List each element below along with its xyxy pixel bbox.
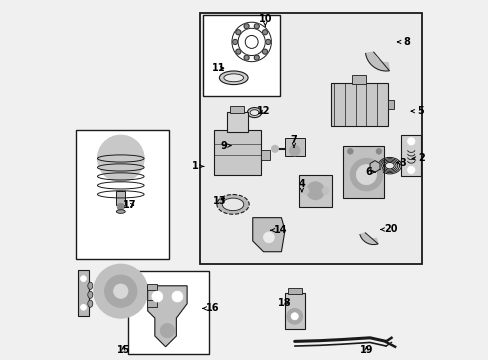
Text: 18: 18 [277,298,291,308]
Circle shape [301,187,308,194]
Circle shape [321,187,328,194]
Text: 3: 3 [396,158,406,168]
Text: 1: 1 [191,161,203,171]
Circle shape [235,49,241,54]
Circle shape [244,55,248,60]
Text: 16: 16 [202,303,219,314]
Bar [230,107,244,113]
Polygon shape [369,161,379,172]
Circle shape [113,284,128,298]
Polygon shape [365,52,388,71]
Bar [343,146,384,198]
Circle shape [104,275,137,307]
Circle shape [289,145,300,156]
Circle shape [254,55,259,60]
Circle shape [254,24,259,29]
Circle shape [356,165,376,185]
Ellipse shape [247,108,261,118]
Bar [226,112,247,132]
Text: 13: 13 [213,196,226,206]
Ellipse shape [88,291,93,298]
Circle shape [232,40,237,44]
Text: 20: 20 [380,225,397,234]
Circle shape [172,291,183,302]
Bar [146,284,157,291]
Bar [330,83,387,126]
Text: 2: 2 [411,153,425,163]
Bar [76,130,169,259]
Bar [260,149,269,160]
Circle shape [94,264,147,318]
Text: 17: 17 [123,200,136,210]
Ellipse shape [219,71,247,85]
Bar [387,100,394,109]
Bar [146,300,157,307]
Text: 6: 6 [365,167,374,177]
Text: 11: 11 [211,63,225,73]
Circle shape [349,158,382,191]
Circle shape [97,135,144,182]
Bar [128,271,208,354]
Circle shape [81,305,86,310]
Text: 4: 4 [298,179,305,192]
Bar [287,288,301,294]
Ellipse shape [249,110,259,116]
Circle shape [262,30,267,35]
Circle shape [152,291,163,302]
Bar [199,13,421,264]
Circle shape [346,148,352,154]
Polygon shape [359,233,377,244]
Circle shape [407,166,414,174]
Bar [400,135,421,176]
Text: 14: 14 [270,225,286,235]
Text: 19: 19 [359,345,372,355]
Circle shape [286,309,302,324]
Circle shape [81,276,86,282]
Text: 15: 15 [116,345,130,355]
Bar [116,191,125,205]
Circle shape [244,24,248,29]
Text: 9: 9 [220,140,230,150]
Text: 8: 8 [397,37,409,47]
Circle shape [407,138,414,145]
Circle shape [160,323,174,338]
Circle shape [290,313,298,320]
Ellipse shape [116,210,125,213]
Text: 10: 10 [258,14,271,26]
Text: 5: 5 [410,106,424,116]
Polygon shape [252,218,285,252]
Circle shape [117,203,124,211]
Ellipse shape [224,74,243,82]
Bar [78,270,89,316]
Ellipse shape [88,282,93,289]
Ellipse shape [88,300,93,307]
Circle shape [375,148,381,154]
Circle shape [263,232,274,243]
Bar [214,130,260,175]
Ellipse shape [222,198,244,211]
Bar [284,138,304,156]
Bar [299,175,331,207]
Bar [351,75,366,84]
Bar [203,15,280,96]
Circle shape [262,49,267,54]
Circle shape [271,145,278,152]
Bar [284,293,304,329]
Text: 7: 7 [290,135,297,148]
Circle shape [306,182,324,200]
Circle shape [265,40,270,44]
Circle shape [235,30,241,35]
Ellipse shape [217,194,249,214]
Text: 12: 12 [257,106,270,116]
Polygon shape [147,286,187,347]
